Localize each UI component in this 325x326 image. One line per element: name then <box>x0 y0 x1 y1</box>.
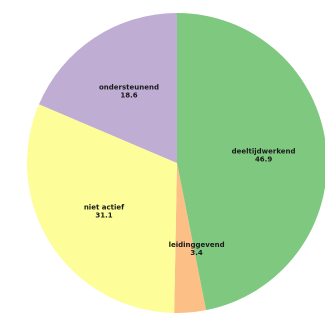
pie-slice-ondersteunend <box>38 13 177 163</box>
slice-label: ondersteunend <box>99 83 159 91</box>
pie-slice-niet-actief <box>26 104 178 313</box>
slice-value-label: 46.9 <box>255 156 272 164</box>
slice-value-label: 18.6 <box>120 91 137 99</box>
slice-label: niet actief <box>84 203 125 211</box>
slice-value-label: 31.1 <box>95 211 112 219</box>
slice-label: leidinggevend <box>169 241 225 249</box>
pie-slice-deeltijdwerkend <box>177 13 325 311</box>
pie-slice-leidinggevend <box>174 163 207 314</box>
slice-value-label: 3.4 <box>190 249 203 257</box>
slice-label: deeltijdwerkend <box>232 148 296 156</box>
pie-slices <box>26 13 325 314</box>
